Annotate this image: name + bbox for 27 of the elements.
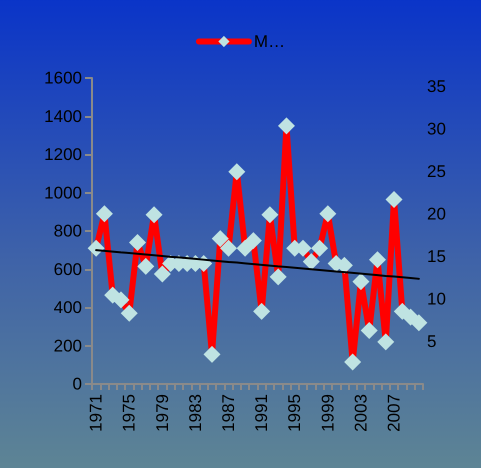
x-tick-label: 2007 [384,394,404,432]
y2-tick-label: 10 [427,290,446,308]
x-tick-label: 1991 [252,394,272,432]
y-tick-label: 600 [54,260,82,279]
y-tick-label: 1000 [44,183,82,202]
y2-tick-label: 30 [427,120,446,138]
x-tick-label: 1983 [186,394,205,432]
y2-tick-label: 20 [427,204,446,224]
y-tick-label: 800 [54,222,82,240]
y2-tick-label: 35 [427,77,446,96]
x-tick-label: 1995 [285,394,304,432]
y-tick-label: 1400 [44,106,82,126]
legend-label: M… [254,32,286,51]
x-tick-label: 1971 [86,394,106,432]
y2-tick-label: 5 [427,332,436,351]
y-tick-label: 1600 [44,68,82,88]
y-tick-label: 200 [54,336,82,356]
y-tick-label: 1200 [44,145,82,164]
x-tick-label: 1987 [219,394,238,432]
y2-tick-label: 25 [427,162,446,181]
x-tick-label: 1999 [318,394,338,432]
y-tick-label: 400 [54,298,82,317]
y-tick-label: 0 [72,374,82,394]
x-tick-label: 1975 [120,394,139,432]
x-tick-label: 2003 [351,394,370,432]
y2-tick-label: 15 [427,247,446,266]
x-tick-label: 1979 [152,394,172,432]
